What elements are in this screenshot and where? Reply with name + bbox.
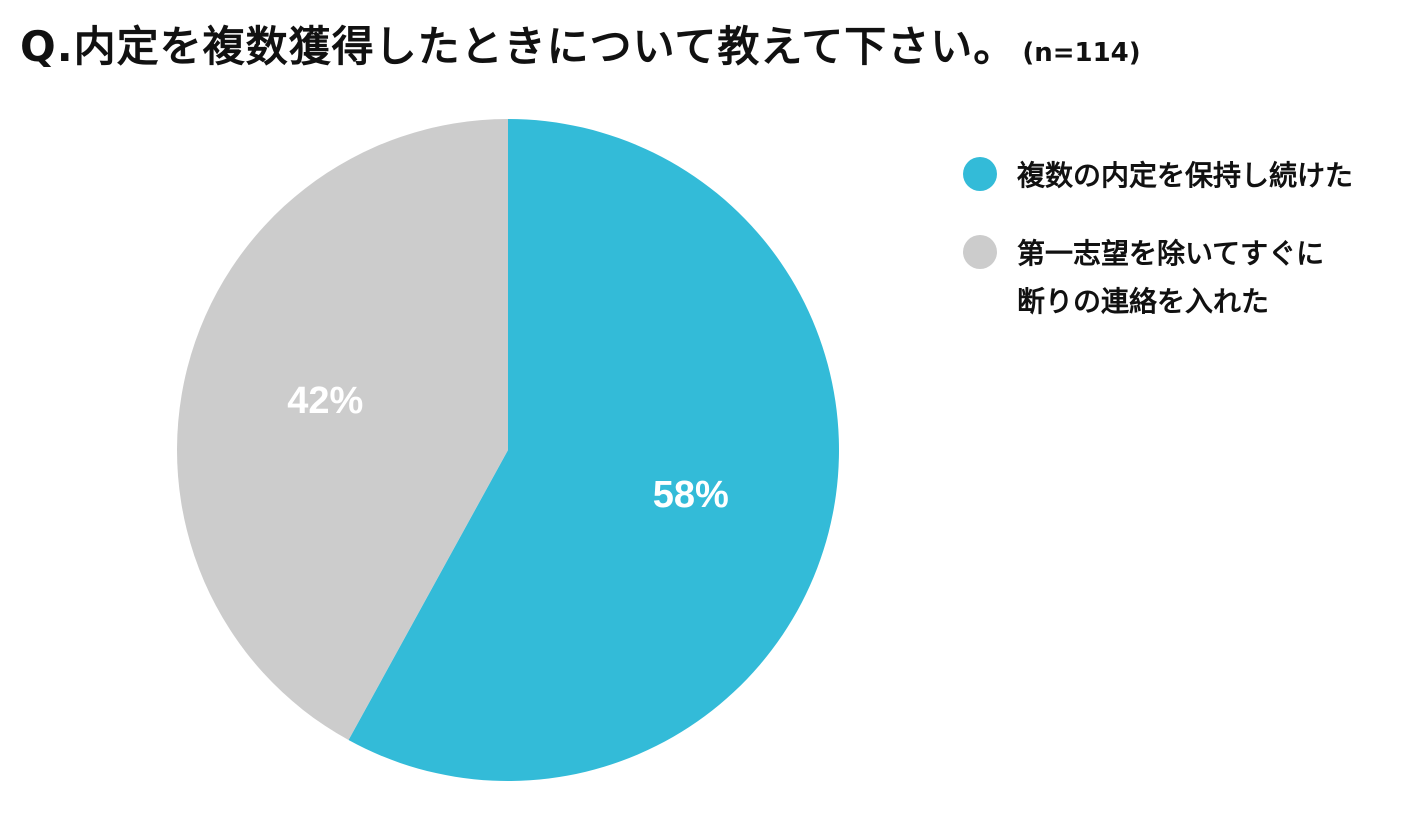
legend: 複数の内定を保持し続けた 第一志望を除いてすぐに 断りの連絡を入れた	[963, 152, 1403, 356]
legend-item-kept-offers: 複数の内定を保持し続けた	[963, 152, 1403, 200]
legend-swatch-declined-offers	[963, 235, 997, 269]
pie-slice-declined-offers	[177, 119, 508, 741]
legend-swatch-kept-offers	[963, 157, 997, 191]
legend-label-kept-offers: 複数の内定を保持し続けた	[1017, 159, 1354, 192]
sample-size: (n=114)	[1022, 38, 1141, 68]
legend-label-declined-offers: 第一志望を除いてすぐに 断りの連絡を入れた	[1017, 237, 1325, 318]
pie-label-declined-offers: 42%	[287, 380, 363, 422]
legend-item-declined-offers: 第一志望を除いてすぐに 断りの連絡を入れた	[963, 230, 1403, 326]
chart-title: Q.内定を複数獲得したときについて教えて下さい。 (n=114)	[20, 26, 1141, 68]
pie-slice-kept-offers	[348, 119, 839, 782]
chart-question: Q.内定を複数獲得したときについて教えて下さい。	[20, 22, 1017, 71]
pie-label-kept-offers: 58%	[653, 474, 729, 516]
